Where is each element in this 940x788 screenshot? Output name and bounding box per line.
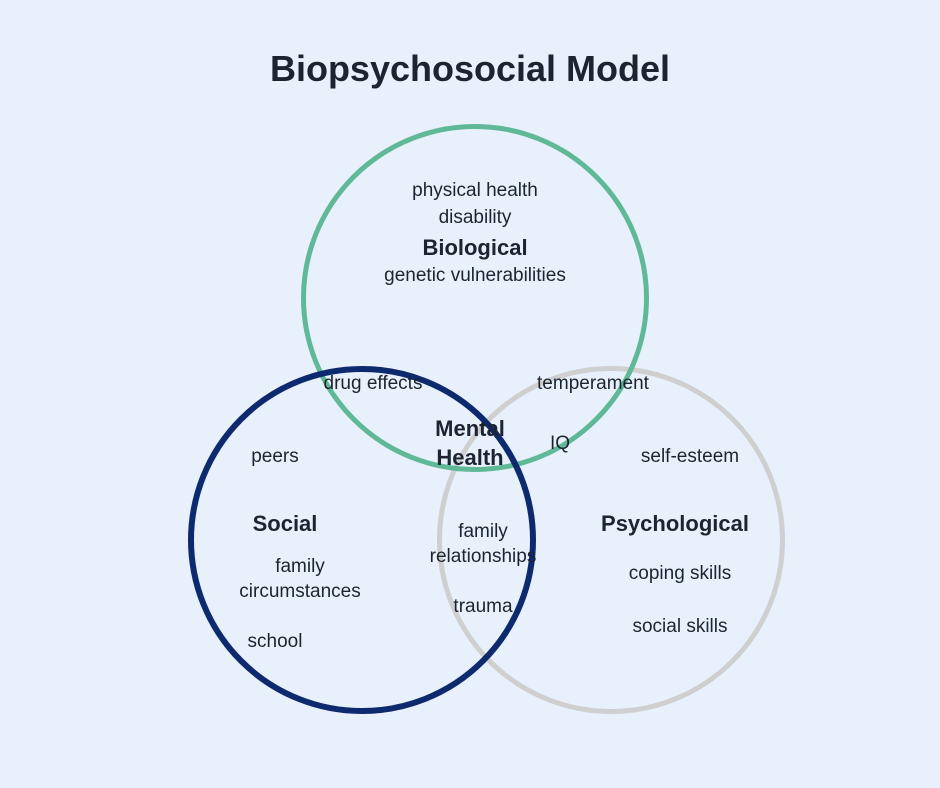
page-title: Biopsychosocial Model [0, 48, 940, 90]
overlap-social-psych-trauma: trauma [413, 595, 553, 620]
diagram-canvas: Biopsychosocial Model physical health di… [0, 0, 940, 788]
psych-item-coping-skills: coping skills [605, 562, 755, 587]
overlap-bio-psych-iq: IQ [530, 432, 590, 457]
overlap-bio-social-drug-effects: drug effects [303, 372, 443, 397]
social-item-school: school [225, 630, 325, 655]
social-item-family-circumstances: family circumstances [210, 555, 390, 604]
circle-heading-psychological: Psychological [575, 510, 775, 539]
social-item-peers: peers [225, 445, 325, 470]
overlap-social-psych-family-relationships: family relationships [413, 520, 553, 569]
overlap-center-mental-health: Mental Health [410, 415, 530, 472]
circle-heading-biological: Biological [375, 234, 575, 263]
overlap-bio-psych-temperament: temperament [513, 372, 673, 397]
circle-heading-social: Social [225, 510, 345, 539]
psych-item-self-esteem: self-esteem [620, 445, 760, 470]
psych-item-social-skills: social skills [605, 615, 755, 640]
bio-item-genetic-vulnerabilities: genetic vulnerabilities [355, 264, 595, 289]
bio-item-physical-health: physical health [375, 179, 575, 204]
bio-item-disability: disability [375, 206, 575, 231]
